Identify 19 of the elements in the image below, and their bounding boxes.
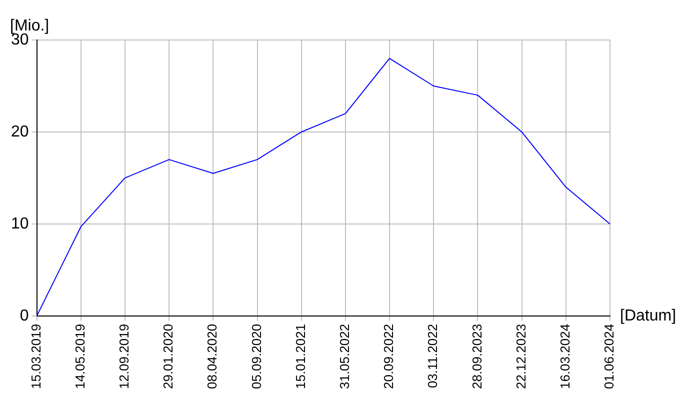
x-tick-label: 12.09.2019 [116, 324, 132, 390]
x-tick-label: 05.09.2020 [248, 324, 264, 390]
y-tick-label: 10 [11, 215, 29, 232]
x-axis-title: [Datum] [620, 307, 676, 324]
x-tick-label: 28.09.2023 [469, 324, 484, 390]
y-tick-label: 20 [11, 123, 29, 140]
y-axis-title: [Mio.] [10, 17, 50, 34]
y-tick-label: 0 [20, 307, 29, 324]
x-tick-label: 03.11.2022 [425, 324, 440, 388]
x-tick-label: 01.06.2024 [602, 324, 617, 390]
x-tick-label: 14.05.2019 [72, 324, 88, 390]
x-tick-label: 15.03.2019 [28, 324, 44, 390]
x-tick-label: 15.01.2021 [292, 324, 308, 390]
x-tick-label: 29.01.2020 [160, 324, 176, 390]
x-tick-label: 08.04.2020 [204, 324, 220, 390]
x-tick-label: 16.03.2024 [557, 324, 572, 390]
x-tick-label: 31.05.2022 [337, 324, 352, 390]
x-tick-label: 22.12.2023 [513, 324, 528, 390]
x-tick-label: 20.09.2022 [381, 324, 396, 390]
